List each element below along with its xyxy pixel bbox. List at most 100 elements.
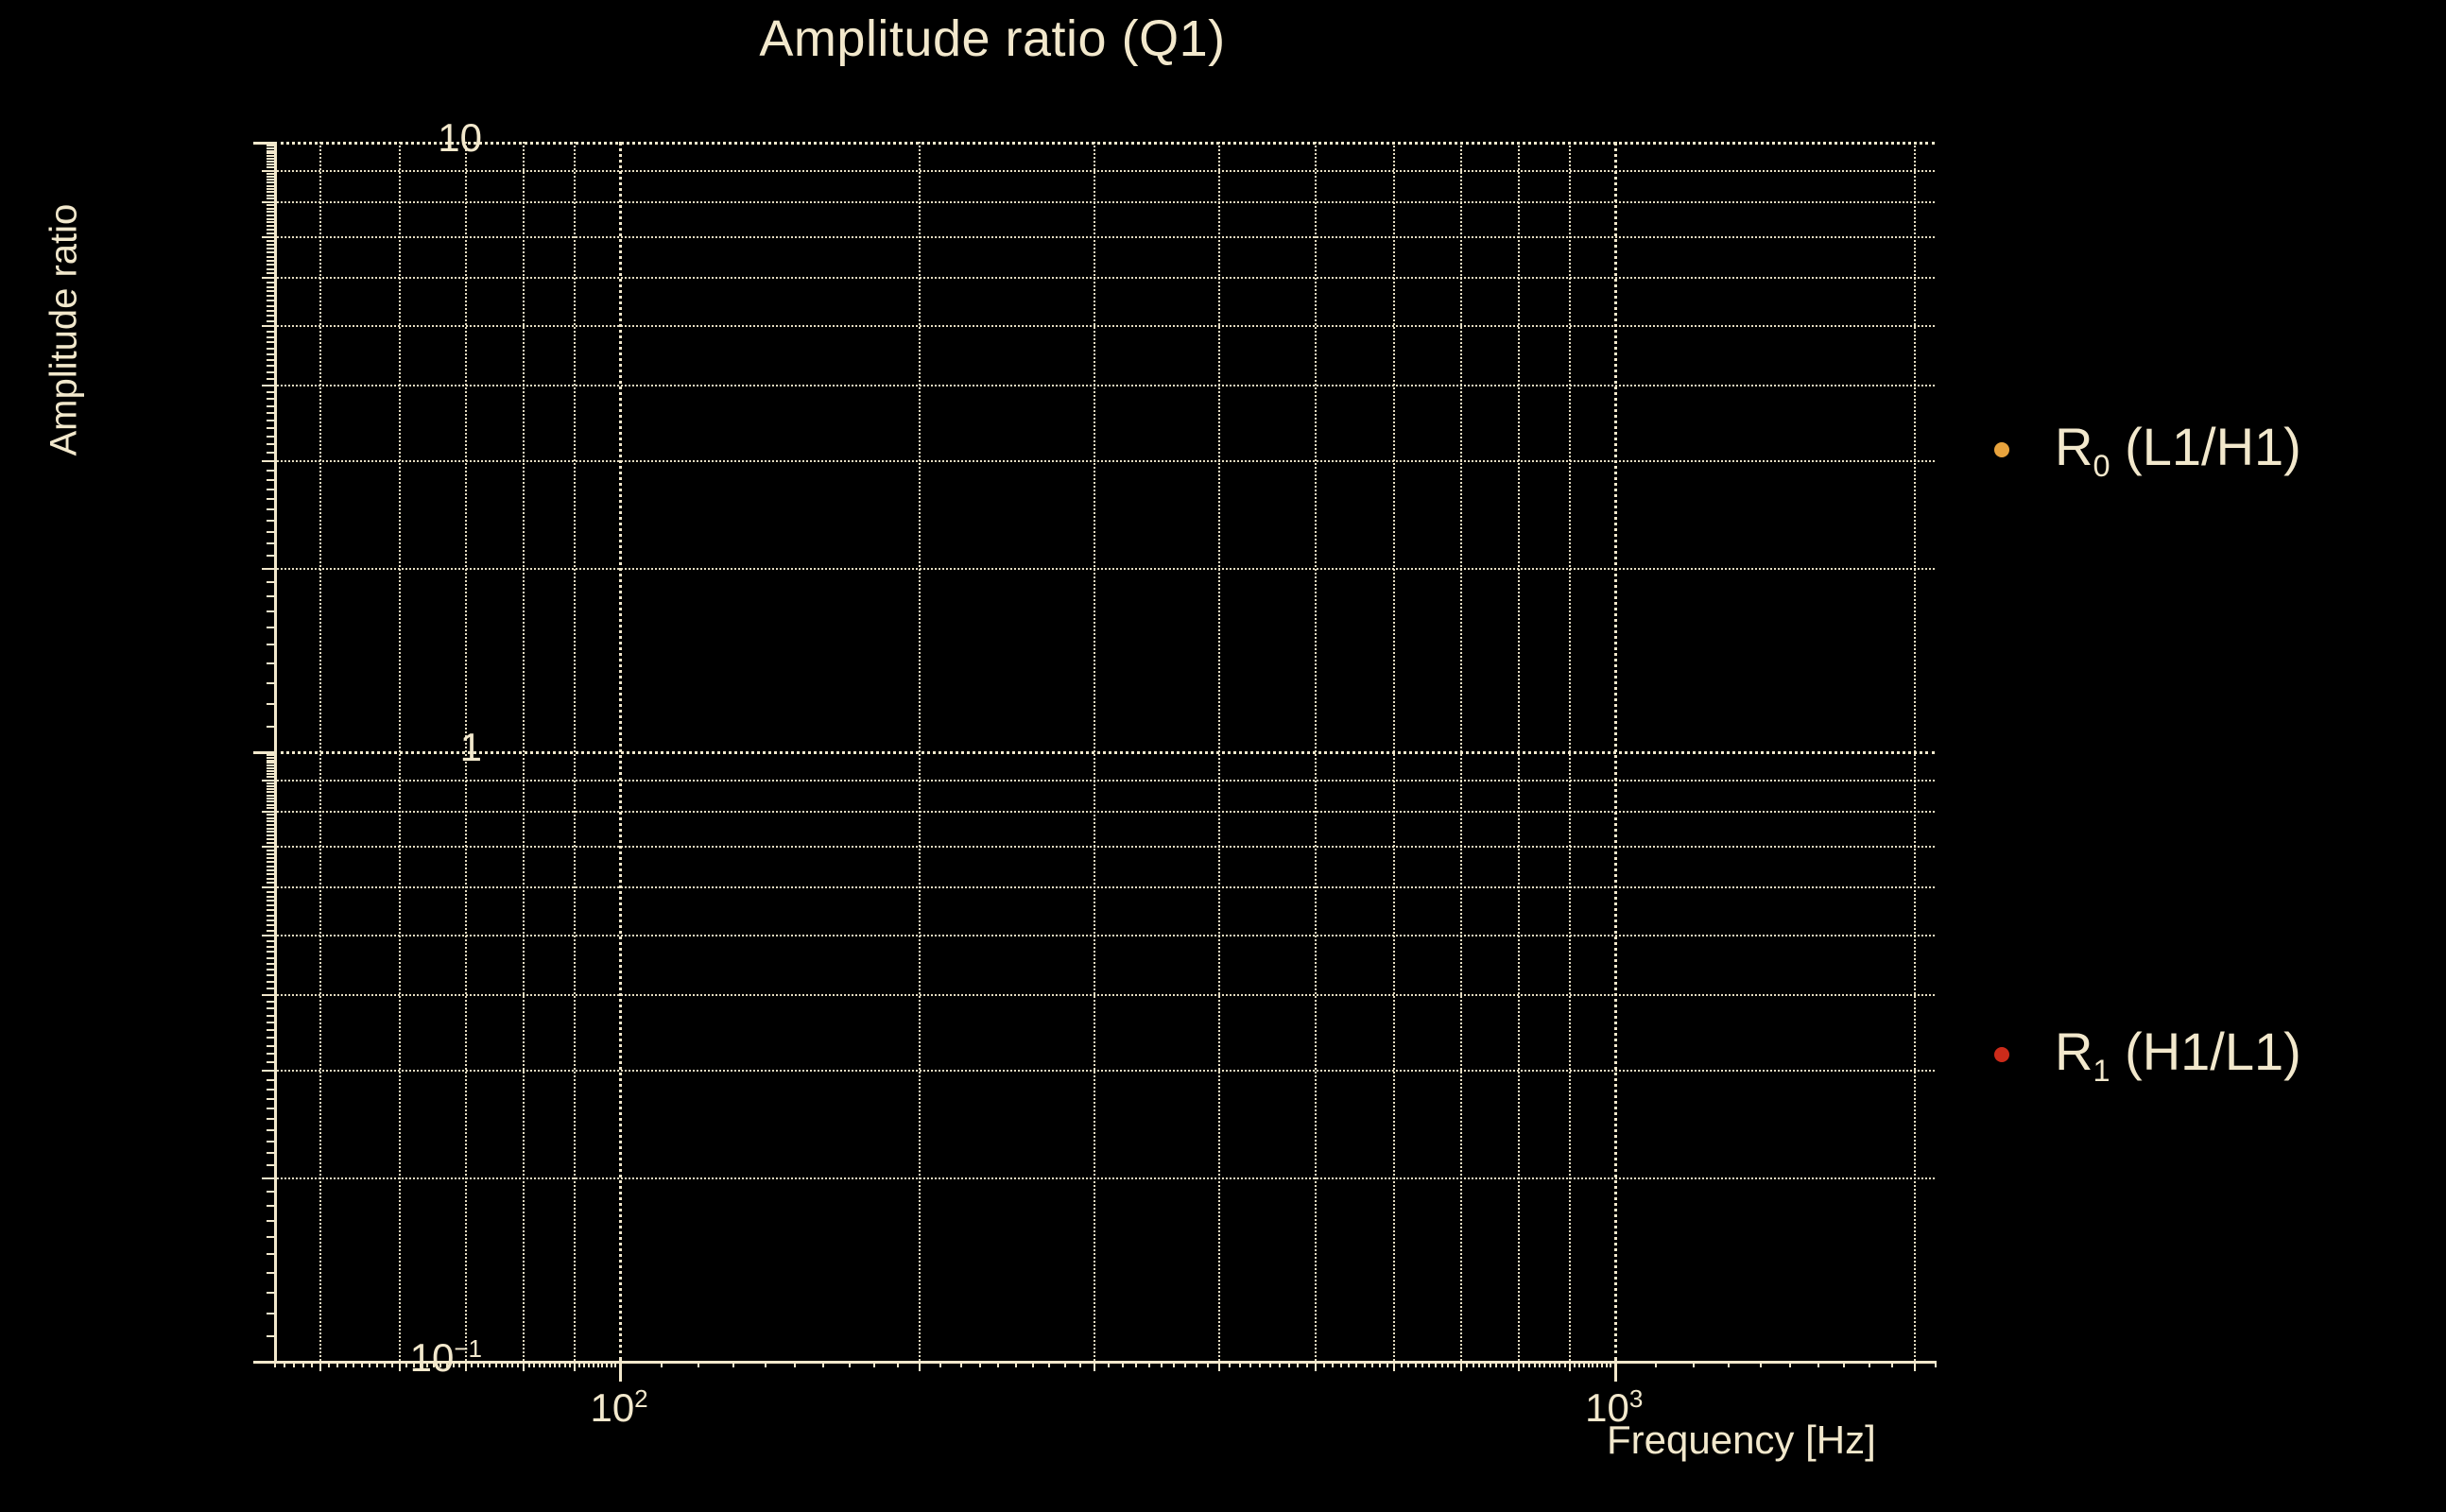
x-tick-subminor: [548, 1361, 551, 1367]
y-tick-subminor: [267, 398, 274, 401]
x-tick-subminor: [523, 1361, 525, 1367]
y-tick-subminor: [267, 229, 274, 232]
x-tick-subminor: [489, 1361, 491, 1367]
y-tick-subminor: [267, 1140, 274, 1143]
x-tick-subminor: [732, 1361, 735, 1367]
legend-entry-r1[interactable]: R1 (H1/L1): [1994, 1021, 2301, 1089]
y-gridline-minor: [274, 845, 1935, 848]
y-tick-label-1: 1: [459, 725, 482, 769]
x-tick-subminor: [292, 1361, 295, 1367]
y-tick-subminor: [267, 1177, 274, 1179]
y-tick-subminor: [267, 767, 274, 770]
legend-entry-r0[interactable]: R0 (L1/H1): [1994, 416, 2301, 484]
x-tick-subminor: [1843, 1361, 1846, 1367]
y-tick-subminor: [267, 919, 274, 921]
x-tick-subminor: [445, 1361, 448, 1367]
y-tick-subminor: [267, 371, 274, 373]
y-tick-subminor: [267, 304, 274, 307]
y-tick-subminor: [267, 861, 274, 864]
y-tick-subminor: [267, 390, 274, 393]
x-tick-subminor: [1440, 1361, 1443, 1367]
x-tick-subminor: [1014, 1361, 1017, 1367]
x-tick-subminor: [452, 1361, 455, 1367]
y-tick-subminor: [267, 951, 274, 954]
x-tick-subminor: [1655, 1361, 1658, 1367]
x-tick-subminor: [274, 1361, 276, 1367]
legend-label-r0-base: R: [2055, 417, 2093, 476]
y-tick-subminor: [267, 365, 274, 368]
y-tick-subminor: [267, 214, 274, 216]
x-tick-subminor: [384, 1361, 387, 1367]
x-tick-subminor: [1414, 1361, 1417, 1367]
x-tick-subminor: [554, 1361, 557, 1367]
y-gridline-major: [274, 142, 1935, 145]
y-tick-subminor: [267, 264, 274, 266]
x-tick-subminor: [1554, 1361, 1557, 1367]
x-tick-subminor: [1935, 1361, 1937, 1367]
x-tick-subminor: [310, 1361, 313, 1367]
y-tick-subminor: [267, 751, 274, 753]
x-tick-major: [619, 1361, 623, 1382]
y-tick-subminor: [267, 187, 274, 190]
y-tick-subminor: [267, 204, 274, 207]
y-tick-subminor: [267, 260, 274, 262]
x-tick-subminor: [619, 1361, 622, 1367]
x-tick-subminor: [1472, 1361, 1474, 1367]
legend-label-r1: R1 (H1/L1): [2055, 1021, 2301, 1089]
y-tick-subminor: [267, 1108, 274, 1110]
x-tick-subminor: [1239, 1361, 1242, 1367]
x-tick-label-1000-base: 10: [1585, 1385, 1629, 1430]
x-tick-subminor: [872, 1361, 875, 1367]
y-tick-subminor: [267, 221, 274, 224]
y-tick-subminor: [267, 347, 274, 350]
x-tick-subminor: [1297, 1361, 1300, 1367]
y-tick-label-0-1-base: 10: [409, 1335, 455, 1380]
x-tick-subminor: [533, 1361, 536, 1367]
y-tick-subminor: [267, 194, 274, 197]
y-tick-subminor: [267, 962, 274, 965]
y-tick-subminor: [267, 567, 274, 570]
x-tick-subminor: [1278, 1361, 1281, 1367]
x-tick-subminor: [1249, 1361, 1251, 1367]
y-tick-subminor: [267, 900, 274, 902]
x-tick-subminor: [1407, 1361, 1410, 1367]
y-tick-subminor: [267, 1361, 274, 1363]
y-gridline-minor: [274, 460, 1935, 463]
y-tick-subminor: [267, 152, 274, 155]
x-tick-subminor: [476, 1361, 479, 1367]
y-tick-subminor: [267, 281, 274, 284]
x-tick-subminor: [1172, 1361, 1175, 1367]
y-gridline-minor: [274, 169, 1935, 172]
y-tick-subminor: [267, 726, 274, 729]
x-tick-subminor: [978, 1361, 981, 1367]
y-tick-subminor: [267, 794, 274, 797]
x-tick-subminor: [1693, 1361, 1696, 1367]
y-tick-subminor: [267, 909, 274, 912]
y-tick-subminor: [267, 610, 274, 613]
y-tick-subminor: [267, 956, 274, 959]
y-tick-subminor: [267, 1291, 274, 1294]
x-tick-subminor: [1400, 1361, 1403, 1367]
y-tick-subminor: [267, 788, 274, 790]
x-tick-subminor: [1147, 1361, 1150, 1367]
y-tick-subminor: [267, 272, 274, 275]
y-tick-subminor: [267, 770, 274, 773]
x-tick-subminor: [1577, 1361, 1580, 1367]
x-tick-label-100: 102: [590, 1384, 647, 1431]
y-tick-label-0-1: 10−1: [236, 1334, 482, 1381]
y-tick-subminor: [267, 142, 274, 144]
y-gridline-minor: [274, 886, 1935, 889]
y-tick-subminor: [267, 300, 274, 302]
y-tick-subminor: [267, 498, 274, 501]
x-tick-subminor: [1600, 1361, 1603, 1367]
x-tick-subminor: [1543, 1361, 1546, 1367]
y-tick-subminor: [267, 981, 274, 983]
y-tick-subminor: [267, 702, 274, 705]
y-tick-subminor: [267, 519, 274, 522]
y-gridline-major: [274, 751, 1935, 754]
y-tick-subminor: [267, 924, 274, 927]
y-tick-subminor: [267, 211, 274, 214]
x-tick-subminor: [1727, 1361, 1730, 1367]
x-tick-subminor: [1501, 1361, 1504, 1367]
x-tick-subminor: [698, 1361, 700, 1367]
